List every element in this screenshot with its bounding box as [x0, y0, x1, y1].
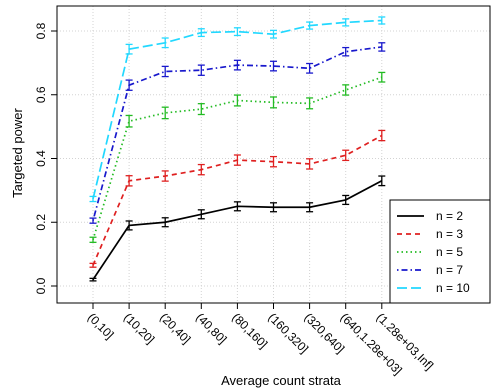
error-bar	[233, 201, 241, 212]
x-axis-label: Average count strata	[221, 373, 341, 388]
legend-item: n = 5	[397, 245, 463, 259]
error-bar	[161, 37, 169, 49]
error-bar	[378, 129, 386, 142]
legend: n = 2 n = 3 n = 5 n = 7 n = 10	[389, 199, 491, 304]
error-bar	[89, 217, 97, 224]
error-bar	[89, 277, 97, 282]
error-bar	[270, 60, 277, 72]
series-1	[89, 175, 386, 282]
error-bar	[125, 175, 133, 187]
error-bar	[161, 65, 169, 78]
legend-item: n = 10	[397, 281, 470, 295]
error-bar	[161, 106, 169, 120]
error-bar	[270, 29, 277, 39]
series-4	[89, 42, 386, 224]
y-tick-label: 0.8	[34, 22, 48, 39]
series-3	[89, 71, 386, 243]
error-bar	[197, 163, 205, 176]
error-bar	[161, 170, 169, 182]
error-bar	[125, 220, 133, 231]
y-tick-label: 0.0	[34, 277, 48, 294]
legend-label: n = 7	[436, 263, 463, 277]
legend-item: n = 2	[397, 209, 463, 223]
x-tick-label: (20,40]	[157, 310, 193, 346]
error-bar	[342, 84, 350, 96]
error-bar	[306, 158, 314, 170]
legend-label: n = 10	[436, 281, 470, 295]
x-tick-label: (80,160]	[229, 310, 270, 351]
error-bar	[306, 202, 314, 213]
error-bar	[342, 194, 350, 206]
error-bar	[378, 16, 386, 25]
y-tick-label: 0.6	[34, 86, 48, 103]
error-bar	[233, 27, 241, 37]
series-layer	[89, 16, 386, 282]
series-2	[89, 129, 386, 268]
y-tick-label: 0.4	[34, 150, 48, 167]
error-bar	[270, 96, 277, 109]
error-bar	[197, 64, 205, 76]
error-bar	[89, 262, 97, 268]
legend-item: n = 7	[397, 263, 463, 277]
error-bar	[270, 202, 277, 213]
legend-item: n = 3	[397, 227, 463, 241]
error-bar	[125, 43, 133, 55]
error-bar	[233, 59, 241, 71]
legend-label: n = 5	[436, 245, 463, 259]
y-axis-label: Targeted power	[10, 108, 25, 198]
y-axis: 0.0 0.2 0.4 0.6 0.8	[34, 22, 57, 294]
x-tick-label: (0,10]	[85, 310, 117, 342]
x-axis: (0,10] (10,20] (20,40] (40,80] (80,160](160,…	[85, 303, 436, 377]
error-bar	[342, 18, 350, 27]
legend-label: n = 2	[436, 209, 463, 223]
error-bar	[342, 149, 350, 162]
error-bar	[197, 209, 205, 220]
error-bar	[233, 154, 241, 166]
y-tick-label: 0.2	[34, 214, 48, 231]
error-bar	[197, 103, 205, 116]
error-bar	[125, 114, 133, 128]
error-bar	[125, 79, 133, 91]
error-bar	[378, 71, 386, 83]
error-bar	[378, 175, 386, 187]
error-bar	[378, 42, 386, 52]
x-tick-label: (40,80]	[193, 310, 229, 346]
series-line	[92, 19, 382, 200]
error-bar	[306, 21, 314, 30]
error-bar	[306, 62, 314, 74]
error-bar	[342, 46, 350, 57]
series-5	[89, 16, 386, 203]
plot-frame	[56, 5, 491, 304]
error-bar	[197, 28, 205, 38]
error-bar	[270, 155, 277, 168]
error-bar	[306, 97, 314, 110]
error-bar	[161, 217, 169, 228]
error-bar	[233, 94, 241, 107]
legend-label: n = 3	[436, 227, 463, 241]
error-bar	[89, 195, 97, 203]
error-bar	[89, 236, 97, 243]
x-tick-label: (10,20]	[121, 310, 157, 346]
